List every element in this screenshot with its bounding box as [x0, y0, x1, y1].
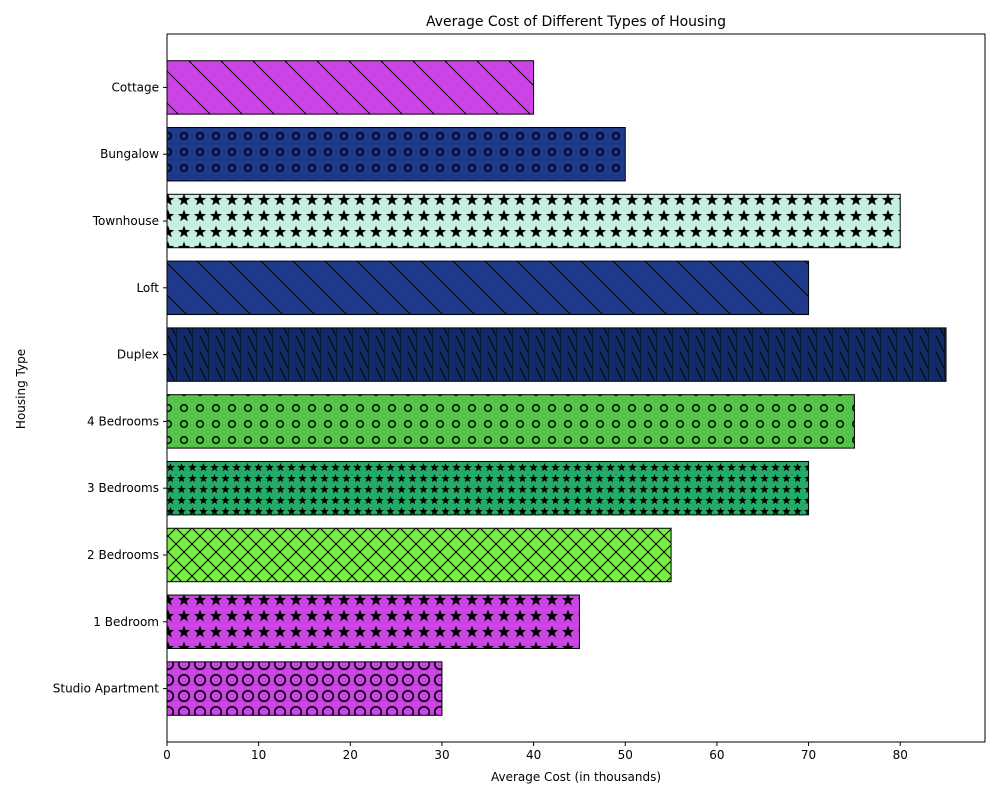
x-tick-label: 40 — [526, 748, 541, 762]
y-tick-label: Studio Apartment — [53, 682, 160, 696]
bar-1-bedroom — [166, 594, 580, 649]
y-axis-title: Housing Type — [14, 349, 28, 429]
y-tick-label: Loft — [136, 281, 159, 295]
bar-3-bedrooms — [166, 460, 810, 516]
y-tick-label: Cottage — [112, 80, 159, 94]
bar-townhouse — [166, 193, 901, 249]
bar-studio-apartment — [166, 661, 443, 716]
bar-2-bedrooms — [166, 527, 672, 583]
y-tick-label: 3 Bedrooms — [87, 481, 159, 495]
x-tick-label: 0 — [163, 748, 171, 762]
bar-cottage — [166, 60, 535, 115]
x-tick-label: 70 — [801, 748, 816, 762]
y-tick-label: 1 Bedroom — [93, 615, 159, 629]
x-tick-label: 50 — [618, 748, 633, 762]
bar-bungalow — [166, 127, 626, 182]
x-axis-title: Average Cost (in thousands) — [491, 770, 661, 784]
x-tick-label: 60 — [709, 748, 724, 762]
x-tick-label: 20 — [343, 748, 358, 762]
bars-group — [166, 60, 947, 716]
y-tick-label: Bungalow — [100, 147, 159, 161]
y-tick-label: Duplex — [117, 348, 159, 362]
bar-duplex — [166, 327, 947, 382]
bar-4-bedrooms — [166, 394, 855, 449]
bar-loft — [166, 260, 810, 316]
x-tick-label: 10 — [251, 748, 266, 762]
y-tick-label: 4 Bedrooms — [87, 414, 159, 428]
chart-title: Average Cost of Different Types of Housi… — [426, 14, 726, 30]
x-axis-ticks: 0 10 20 30 40 50 60 70 80 — [163, 742, 908, 762]
y-axis-ticks: Studio Apartment 1 Bedroom 2 Bedrooms 3 Bed… — [53, 80, 167, 696]
x-tick-label: 30 — [434, 748, 449, 762]
plot-frame — [166, 33, 986, 743]
y-tick-label: Townhouse — [92, 214, 159, 228]
x-tick-label: 80 — [893, 748, 908, 762]
y-tick-label: 2 Bedrooms — [87, 548, 159, 562]
